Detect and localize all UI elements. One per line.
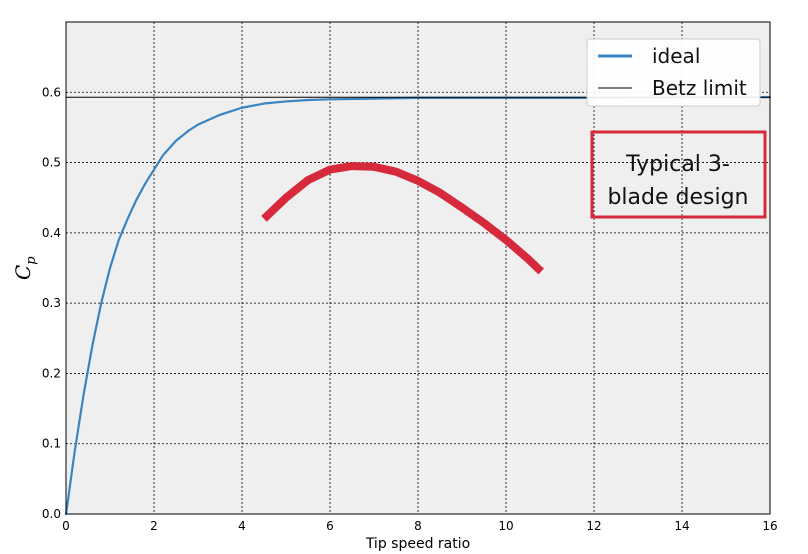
x-tick-label: 16 <box>762 519 777 533</box>
legend: ideal Betz limit <box>586 38 761 107</box>
legend-label-betz-limit: Betz limit <box>652 76 747 100</box>
legend-label-ideal: ideal <box>652 44 700 68</box>
x-tick-label: 0 <box>62 519 70 533</box>
y-tick-label: 0.0 <box>42 507 61 521</box>
annotation-typical-design: Typical 3- blade design <box>590 130 767 219</box>
y-tick-label: 0.3 <box>42 296 61 310</box>
y-tick-label: 0.1 <box>42 437 61 451</box>
series-ideal-line <box>64 96 772 516</box>
x-tick-label: 14 <box>674 519 689 533</box>
y-axis-label-main: C <box>11 265 35 280</box>
series-typical-design-curve <box>261 162 544 275</box>
x-tick-label: 12 <box>586 519 601 533</box>
annotation-line-2: blade design <box>607 185 748 210</box>
y-tick-label: 0.4 <box>42 226 61 240</box>
x-tick-label: 2 <box>150 519 158 533</box>
x-tick-label: 8 <box>414 519 422 533</box>
annotation-line-1: Typical 3- <box>625 152 730 177</box>
annotation-box <box>590 130 767 219</box>
y-axis-label: Cp <box>11 256 39 280</box>
y-tick-label: 0.6 <box>42 85 61 99</box>
x-tick-label: 10 <box>498 519 513 533</box>
y-tick-label: 0.2 <box>42 366 61 380</box>
tick-labels: 0 2 4 6 8 10 12 14 16 0.0 0.1 0.2 0.3 0.4 0.5 0.6 <box>42 85 778 533</box>
y-tick-label: 0.5 <box>42 156 61 170</box>
x-tick-label: 4 <box>238 519 246 533</box>
plot-frame <box>65 21 771 515</box>
x-axis-label: Tip speed ratio <box>365 536 470 552</box>
x-tick-label: 6 <box>326 519 334 533</box>
y-axis-label-subscript: p <box>24 256 39 265</box>
